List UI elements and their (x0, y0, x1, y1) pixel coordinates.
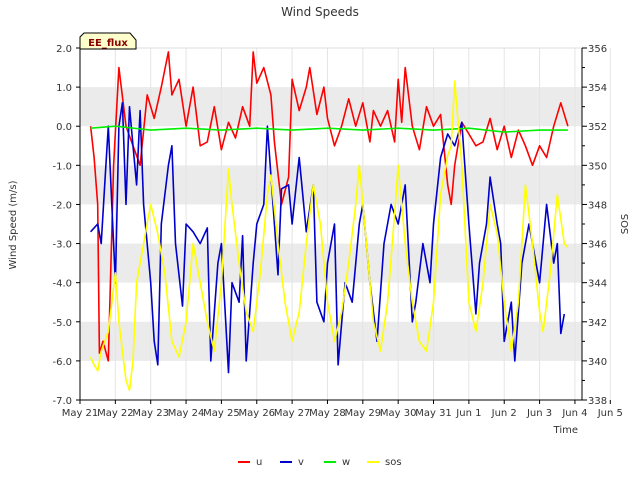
x-tick-label: May 28 (309, 408, 346, 419)
x-tick-label: Jun 5 (597, 408, 623, 419)
legend-label-u: u (256, 457, 262, 468)
x-tick-label: May 25 (203, 408, 240, 419)
y2-tick-label: 338 (588, 396, 607, 407)
grid-band (80, 165, 582, 205)
x-axis-label: Time (553, 425, 578, 436)
legend-label-w: w (342, 457, 350, 468)
grid-band (80, 321, 582, 361)
grid-band (80, 87, 582, 127)
x-tick-label: May 21 (62, 408, 99, 419)
legend-label-v: v (298, 457, 304, 468)
x-tick-label: Jun 3 (526, 408, 552, 419)
x-tick-label: May 23 (132, 408, 169, 419)
y2-tick-label: 342 (588, 318, 607, 329)
y-tick-label: -6.0 (52, 357, 72, 368)
series-w-line (90, 125, 568, 133)
legend-label-sos: sos (385, 457, 402, 468)
y2-axis-label: SOS (620, 214, 631, 235)
x-tick-label: Jun 2 (491, 408, 517, 419)
chart-title: Wind Speeds (281, 5, 359, 19)
y-tick-label: 1.0 (56, 83, 72, 94)
series-v-line (90, 102, 566, 374)
y2-tick-label: 354 (588, 83, 607, 94)
y-axis-right: 338 340 342 344 346 348 350 352 354 356 (581, 44, 607, 407)
y-tick-label: -5.0 (52, 318, 72, 329)
y2-tick-label: 352 (588, 122, 607, 133)
y2-tick-label: 350 (588, 161, 607, 172)
series-sos-line (89, 80, 569, 392)
y-tick-label: -3.0 (52, 240, 72, 251)
x-tick-label: Jun 1 (455, 408, 481, 419)
x-tick-label: May 22 (97, 408, 134, 419)
y-tick-label: -4.0 (52, 279, 72, 290)
y2-tick-label: 348 (588, 200, 607, 211)
y-tick-label: -7.0 (52, 396, 72, 407)
site-badge-box (79, 32, 137, 50)
x-tick-label: Jun 4 (561, 408, 587, 419)
x-tick-label: May 24 (168, 408, 205, 419)
y-tick-label: -1.0 (52, 161, 72, 172)
series-u-line (89, 51, 569, 362)
x-tick-label: May 27 (274, 408, 311, 419)
grid-band (80, 243, 582, 283)
site-badge: EE_flux (79, 32, 137, 50)
y-axis-label: Wind Speed (m/s) (8, 180, 19, 269)
y-tick-label: 2.0 (56, 44, 72, 55)
y-axis-left: -7.0 -6.0 -5.0 -4.0 -3.0 -2.0 -1.0 0.0 1.0 2.0 (52, 44, 81, 407)
legend: u v w sos (238, 457, 402, 468)
x-tick-label: May 30 (380, 408, 417, 419)
y2-tick-label: 356 (588, 44, 607, 55)
y2-tick-label: 346 (588, 240, 607, 251)
x-tick-label: May 31 (415, 408, 452, 419)
y2-tick-label: 340 (588, 357, 607, 368)
x-tick-label: May 29 (345, 408, 382, 419)
y2-tick-label: 344 (588, 279, 607, 290)
y-tick-label: -2.0 (52, 200, 72, 211)
y-tick-label: 0.0 (56, 122, 72, 133)
x-tick-label: May 26 (238, 408, 275, 419)
series-layer (89, 51, 569, 392)
site-badge-label: EE_flux (88, 38, 128, 49)
